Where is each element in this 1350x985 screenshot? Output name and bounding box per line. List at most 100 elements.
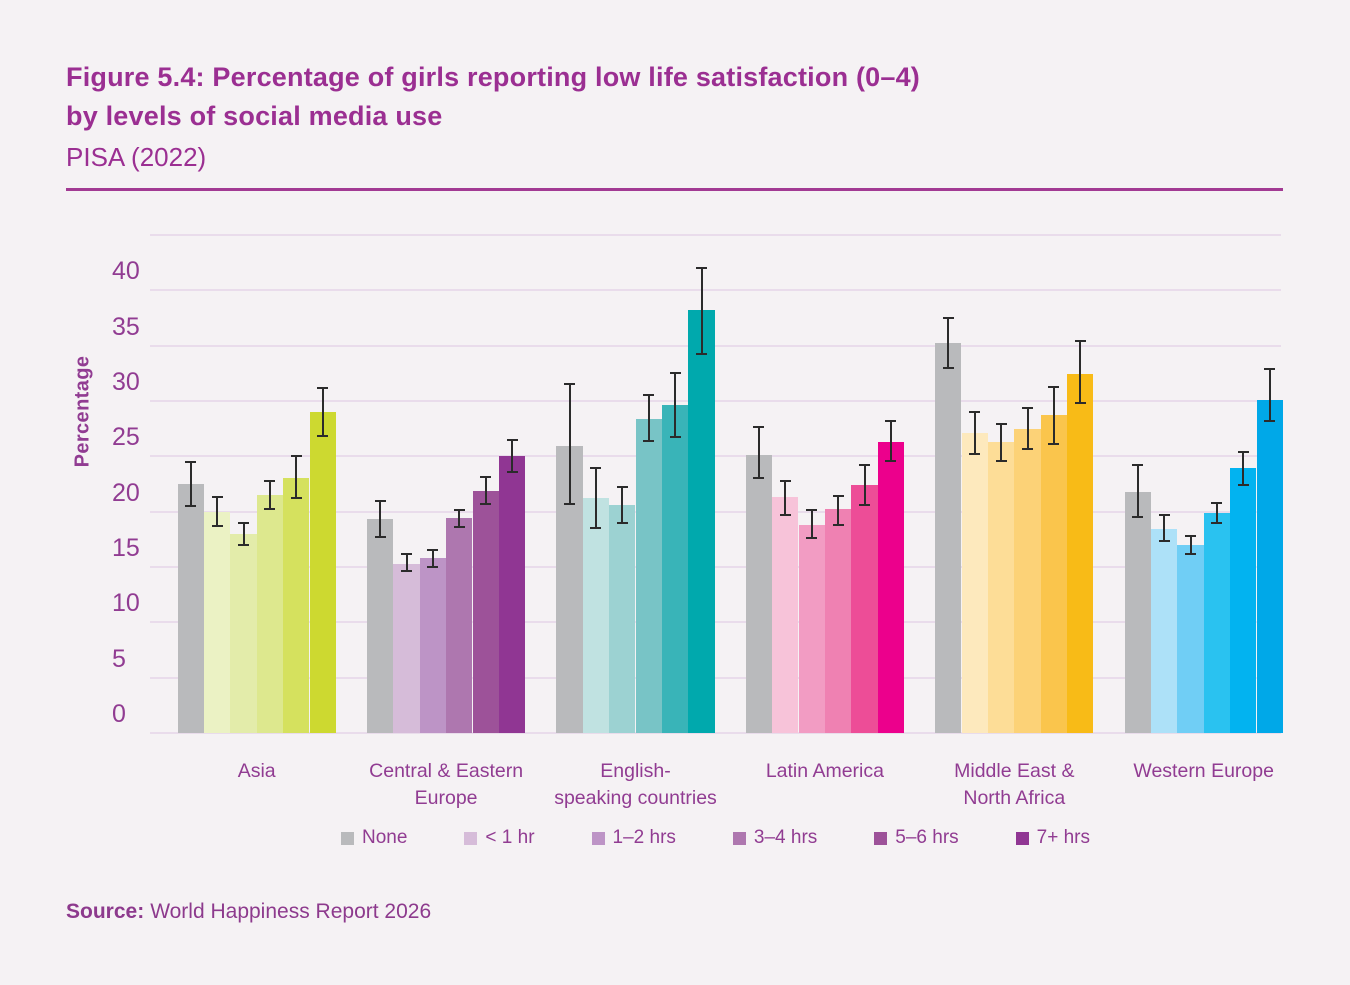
error-bar-cap-top [1158,513,1170,516]
legend-label: 7+ hrs [1036,827,1090,848]
error-bar-cap-bottom [317,435,329,438]
error-bar-cap-top [590,467,602,470]
error-bar-line [1189,535,1192,554]
source-note: Source: World Happiness Report 2026 [66,900,431,924]
x-axis-group-label: English- speaking countries [554,760,717,809]
error-bar-line [268,480,271,510]
bar [309,411,336,733]
error-bar-cap-top [753,426,765,429]
error-bar-cap-bottom [185,505,197,508]
error-bar-line [674,373,677,438]
bar [1124,491,1151,733]
error-bar-cap-bottom [969,453,981,456]
error-bar-cap-bottom [1022,447,1033,450]
error-bar-line [568,384,571,504]
legend-swatch [464,831,478,845]
error-bar-cap-bottom [995,459,1007,462]
gridline [150,233,1281,236]
error-bar-line [784,480,787,515]
y-tick-label: 15 [112,533,140,562]
error-bar-cap-bottom [1185,552,1196,555]
error-bar-cap-top [885,419,897,422]
bar [772,497,799,733]
error-bar-cap-bottom [1074,402,1086,405]
error-bar-line [189,461,192,507]
x-axis-group-label: Middle East & North Africa [954,760,1075,809]
error-bar-cap-bottom [885,459,897,462]
error-bar-cap-top [506,438,518,441]
error-bar-cap-top [1211,501,1223,504]
bar [609,504,636,733]
error-bar-cap-top [1074,340,1086,343]
source-text: World Happiness Report 2026 [150,900,432,923]
error-bar-line [405,553,408,572]
error-bar-line [837,496,840,525]
legend-label: None [361,827,408,848]
error-bar-cap-top [1022,406,1033,409]
error-bar-line [889,420,892,461]
bar [366,519,394,733]
x-axis-group-label: Asia [237,760,276,782]
legend-label: < 1 hr [485,827,535,848]
error-bar-cap-bottom [564,502,575,505]
legend-label: 3–4 hrs [753,827,818,848]
legend-swatch [1015,831,1029,845]
bar [745,455,773,733]
error-bar-cap-top [238,521,249,524]
bar [935,343,962,733]
error-bar-line [321,387,324,437]
error-bar-cap-top [806,509,818,512]
error-bar-line [594,468,597,529]
bar [987,441,1015,733]
gridline [150,344,1281,347]
bar [582,498,610,733]
error-bar-cap-bottom [1132,516,1144,519]
error-bar-cap-bottom [806,537,818,540]
error-bar-line [1000,424,1003,461]
error-bar-cap-top [1237,450,1249,453]
error-bar-cap-bottom [832,523,844,526]
bar [1203,512,1231,733]
error-bar-cap-top [317,386,329,389]
error-bar-cap-top [374,499,386,502]
error-bar-cap-bottom [753,477,765,480]
error-bar-line [1079,341,1082,404]
error-bar-cap-top [401,552,412,555]
error-bar-cap-top [453,509,465,512]
bar [851,485,878,733]
error-bar-line [1136,465,1139,518]
error-bar-cap-bottom [942,366,954,369]
bar [177,483,204,733]
error-bar-line [295,456,298,499]
error-bar-cap-top [564,383,575,386]
bar [824,509,852,733]
error-bar-cap-top [942,316,954,319]
bar [661,405,689,733]
error-bar-cap-bottom [1158,540,1170,543]
error-bar-cap-top [1185,534,1196,537]
x-axis-group-label: Central & Eastern Europe [369,760,524,809]
error-bar-cap-top [859,464,870,467]
error-bar-line [1052,386,1055,445]
x-axis-group-label: Western Europe [1133,760,1274,782]
error-bar-line [947,317,950,368]
error-bar-cap-top [480,476,492,479]
y-tick-label: 10 [112,589,140,618]
gridline [150,399,1281,402]
bar [230,533,257,733]
error-bar-cap-bottom [401,570,412,573]
bar [635,418,662,733]
error-bar-cap-top [264,479,276,482]
bar [256,494,284,733]
bar [472,490,499,733]
legend-item: 1–2 hrs [591,827,676,849]
error-bar-line [700,268,703,355]
error-bar-line [863,465,866,505]
error-bar-cap-top [1132,464,1144,467]
error-bar-cap-bottom [859,503,870,506]
y-tick-label: 25 [112,423,140,452]
error-bar-cap-bottom [696,353,707,356]
legend-swatch [591,831,605,845]
error-bar-cap-top [290,455,302,458]
